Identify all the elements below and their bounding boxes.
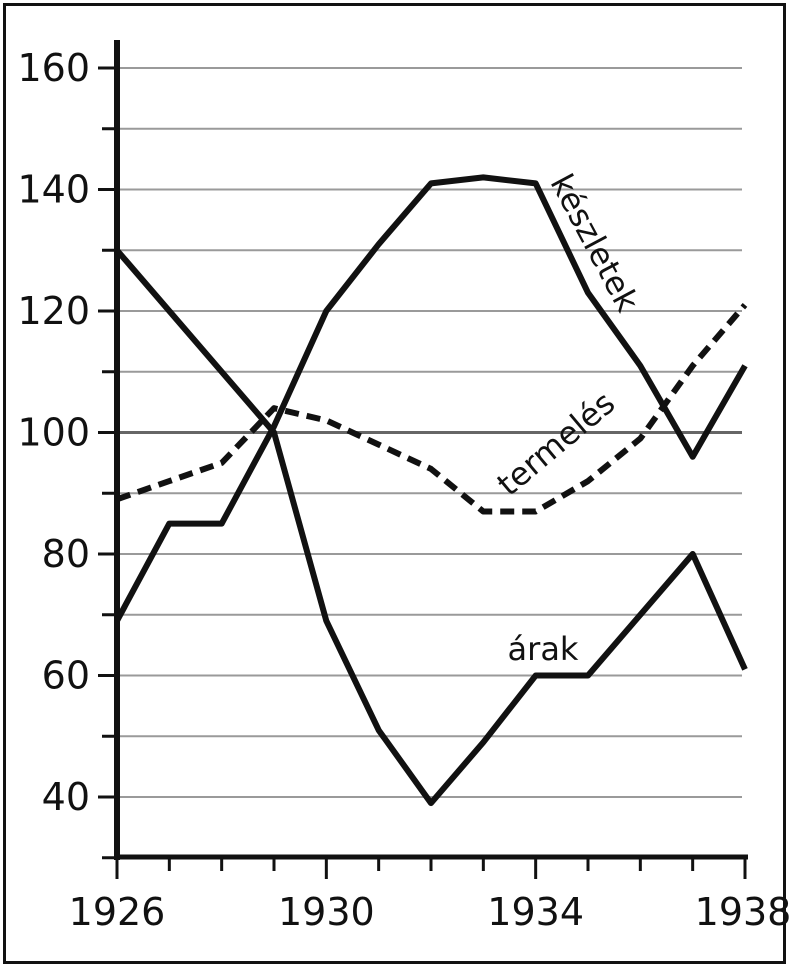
series-line xyxy=(116,302,748,515)
y-tick-label: 40 xyxy=(42,775,90,819)
y-tick-label: 160 xyxy=(17,46,90,90)
series-line xyxy=(114,248,748,807)
x-tick-label: 1930 xyxy=(278,890,375,934)
y-tick-label: 60 xyxy=(42,654,90,698)
x-tick-label: 1938 xyxy=(695,890,792,934)
y-tick-label: 80 xyxy=(42,532,90,576)
chart-frame xyxy=(3,3,786,964)
series-line xyxy=(114,174,748,623)
x-tick-label: 1926 xyxy=(69,890,166,934)
y-tick-label: 140 xyxy=(17,168,90,212)
series-label: termelés xyxy=(490,384,622,504)
series-lines xyxy=(114,174,748,807)
axes: 40 60 80 100 120 140 160 1926 1930 1934 1938 xyxy=(17,40,791,934)
x-tick-label: 1934 xyxy=(487,890,584,934)
y-tick-label: 120 xyxy=(17,289,90,333)
y-tick-label: 100 xyxy=(17,411,90,455)
series-label: árak xyxy=(508,630,579,668)
